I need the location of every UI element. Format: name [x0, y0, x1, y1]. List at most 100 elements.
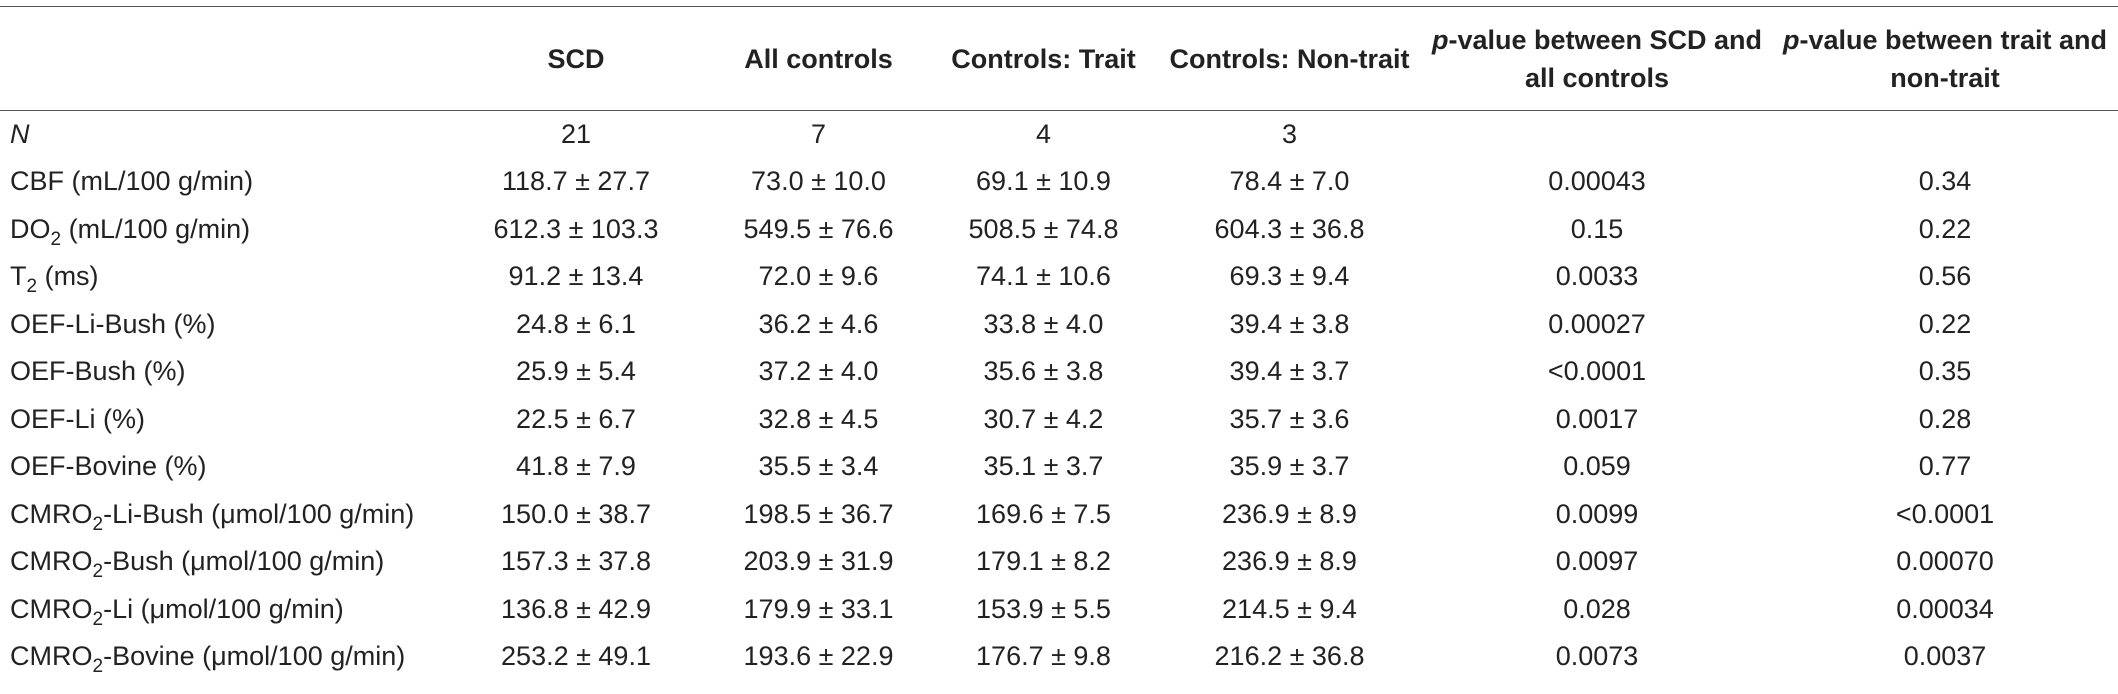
data-table: SCD All controls Controls: Trait Control… — [0, 6, 2118, 681]
table-row: CBF (mL/100 g/min) 118.7 ± 27.7 73.0 ± 10.… — [0, 158, 2118, 206]
row-label-text: CMRO — [10, 498, 93, 529]
table-row: OEF-Li-Bush (%) 24.8 ± 6.1 36.2 ± 4.6 33.8 … — [0, 301, 2118, 349]
row-label-suffix: -Bovine (μmol/100 g/min) — [103, 641, 406, 672]
row-label: OEF-Li-Bush (%) — [0, 301, 445, 349]
row-label-subscript: 2 — [92, 561, 104, 583]
cell-p-trait-vs-nontrait: 0.0037 — [1903, 641, 1987, 672]
header-p-text: -value between SCD and all controls — [1448, 24, 1763, 93]
cell-controls-trait: 30.7 ± 4.2 — [983, 403, 1104, 434]
cell-p-trait-vs-nontrait: 0.34 — [1918, 166, 1972, 197]
row-label-suffix: (mL/100 g/min) — [61, 213, 251, 244]
cell-controls-nontrait: 236.9 ± 8.9 — [1222, 546, 1357, 577]
cell-all-controls: 36.2 ± 4.6 — [758, 308, 879, 339]
cell-controls-nontrait: 69.3 ± 9.4 — [1229, 261, 1350, 292]
row-label-subscript: 2 — [50, 228, 62, 250]
cell-controls-trait: 33.8 ± 4.0 — [983, 308, 1104, 339]
cell-controls-nontrait: 39.4 ± 3.7 — [1229, 356, 1350, 387]
header-all-controls: All controls — [707, 6, 930, 111]
cell-controls-nontrait: 216.2 ± 36.8 — [1214, 641, 1365, 672]
cell-p-trait-vs-nontrait: 0.28 — [1918, 403, 1972, 434]
cell-p-trait-vs-nontrait: 0.00070 — [1896, 546, 1994, 577]
row-label: CMRO2-Bush (μmol/100 g/min) — [0, 538, 445, 586]
cell-controls-nontrait: 236.9 ± 8.9 — [1222, 498, 1357, 529]
cell-p-trait-vs-nontrait: 0.00034 — [1896, 593, 1994, 624]
cell-scd: 24.8 ± 6.1 — [516, 308, 636, 339]
cell-controls-trait: 508.5 ± 74.8 — [968, 213, 1119, 244]
table-row: CMRO2-Li-Bush (μmol/100 g/min) 150.0 ± 38… — [0, 491, 2118, 539]
header-p-letter: p — [1782, 24, 1800, 55]
row-label: CMRO2-Bovine (μmol/100 g/min) — [0, 633, 445, 681]
row-label-subscript: 2 — [92, 656, 104, 678]
cell-all-controls: 193.6 ± 22.9 — [743, 641, 894, 672]
table-body: N 21 7 4 3 CBF (mL/100 g/min) 118.7 ± 27.… — [0, 111, 2118, 681]
header-empty — [0, 6, 445, 111]
row-label-subscript: 2 — [92, 608, 104, 630]
cell-p-scd-vs-controls: 0.028 — [1563, 593, 1631, 624]
cell-all-controls: 32.8 ± 4.5 — [758, 403, 879, 434]
cell-all-controls: 73.0 ± 10.0 — [751, 166, 886, 197]
cell-all-controls: 7 — [810, 119, 827, 149]
cell-all-controls: 549.5 ± 76.6 — [743, 213, 894, 244]
row-label: CBF (mL/100 g/min) — [0, 158, 445, 206]
cell-p-trait-vs-nontrait: <0.0001 — [1895, 498, 1995, 529]
cell-controls-trait: 169.6 ± 7.5 — [976, 498, 1111, 529]
table-header: SCD All controls Controls: Trait Control… — [0, 6, 2118, 111]
cell-p-scd-vs-controls: 0.0033 — [1555, 261, 1639, 292]
row-label-suffix: -Bush (μmol/100 g/min) — [103, 546, 385, 577]
cell-p-scd-vs-controls — [1422, 111, 1772, 159]
table-row: OEF-Bovine (%) 41.8 ± 7.9 35.5 ± 3.4 35.1 ±… — [0, 443, 2118, 491]
cell-controls-trait: 74.1 ± 10.6 — [976, 261, 1111, 292]
row-label: CMRO2-Li-Bush (μmol/100 g/min) — [0, 491, 445, 539]
n-row: N 21 7 4 3 — [0, 111, 2118, 159]
cell-p-trait-vs-nontrait — [1772, 111, 2118, 159]
table-row: OEF-Bush (%) 25.9 ± 5.4 37.2 ± 4.0 35.6 ± 3… — [0, 348, 2118, 396]
cell-controls-trait: 35.1 ± 3.7 — [983, 451, 1104, 482]
cell-p-scd-vs-controls: 0.00043 — [1548, 166, 1646, 197]
header-p-text: -value between trait and non-trait — [1799, 24, 2108, 93]
row-label-text: OEF-Bush (%) — [10, 356, 186, 387]
row-label-subscript: 2 — [92, 513, 104, 535]
table-row: T2 (ms) 91.2 ± 13.4 72.0 ± 9.6 74.1 ± 10.6 6… — [0, 253, 2118, 301]
cell-controls-nontrait: 35.7 ± 3.6 — [1229, 403, 1350, 434]
cell-all-controls: 198.5 ± 36.7 — [743, 498, 894, 529]
cell-p-scd-vs-controls: <0.0001 — [1547, 356, 1647, 387]
cell-p-scd-vs-controls: 0.15 — [1570, 213, 1624, 244]
cell-controls-trait: 153.9 ± 5.5 — [976, 593, 1111, 624]
cell-scd: 118.7 ± 27.7 — [502, 166, 650, 197]
header-controls-trait: Controls: Trait — [930, 6, 1157, 111]
row-label-text: DO — [10, 213, 51, 244]
cell-controls-nontrait: 78.4 ± 7.0 — [1229, 166, 1350, 197]
cell-scd: 41.8 ± 7.9 — [516, 451, 636, 482]
cell-scd: 253.2 ± 49.1 — [501, 641, 651, 672]
cell-controls-nontrait: 214.5 ± 9.4 — [1222, 593, 1357, 624]
row-label-subscript: 2 — [26, 276, 38, 298]
cell-scd: 157.3 ± 37.8 — [501, 546, 651, 577]
cell-controls-nontrait: 35.9 ± 3.7 — [1229, 451, 1350, 482]
row-label-text: CMRO — [10, 593, 93, 624]
row-label-text: CBF (mL/100 g/min) — [10, 166, 254, 197]
row-label: T2 (ms) — [0, 253, 445, 301]
cell-scd: 91.2 ± 13.4 — [508, 261, 644, 292]
row-label-suffix: (ms) — [37, 261, 99, 292]
table-row: CMRO2-Bovine (μmol/100 g/min) 253.2 ± 49.… — [0, 633, 2118, 681]
cell-all-controls: 179.9 ± 33.1 — [743, 593, 894, 624]
cell-controls-trait: 35.6 ± 3.8 — [983, 356, 1104, 387]
row-label: OEF-Bush (%) — [0, 348, 445, 396]
row-label-text: CMRO — [10, 546, 93, 577]
table-row: CMRO2-Bush (μmol/100 g/min) 157.3 ± 37.8 2… — [0, 538, 2118, 586]
cell-controls-trait: 4 — [1035, 119, 1052, 149]
cell-p-scd-vs-controls: 0.0017 — [1555, 403, 1639, 434]
cell-controls-nontrait: 3 — [1281, 119, 1298, 149]
header-scd: SCD — [445, 6, 707, 111]
cell-scd: 22.5 ± 6.7 — [516, 403, 636, 434]
cell-p-trait-vs-nontrait: 0.35 — [1918, 356, 1972, 387]
table-row: OEF-Li (%) 22.5 ± 6.7 32.8 ± 4.5 30.7 ± 4.2… — [0, 396, 2118, 444]
cell-all-controls: 203.9 ± 31.9 — [743, 546, 894, 577]
row-label-suffix: -Li (μmol/100 g/min) — [103, 593, 344, 624]
row-label-text: OEF-Li (%) — [10, 403, 145, 434]
cell-p-scd-vs-controls: 0.00027 — [1548, 308, 1646, 339]
header-p-scd-vs-controls: p-value between SCD and all controls — [1422, 6, 1772, 111]
cell-p-trait-vs-nontrait: 0.22 — [1918, 213, 1972, 244]
row-label: OEF-Bovine (%) — [0, 443, 445, 491]
cell-scd: 150.0 ± 38.7 — [501, 498, 651, 529]
